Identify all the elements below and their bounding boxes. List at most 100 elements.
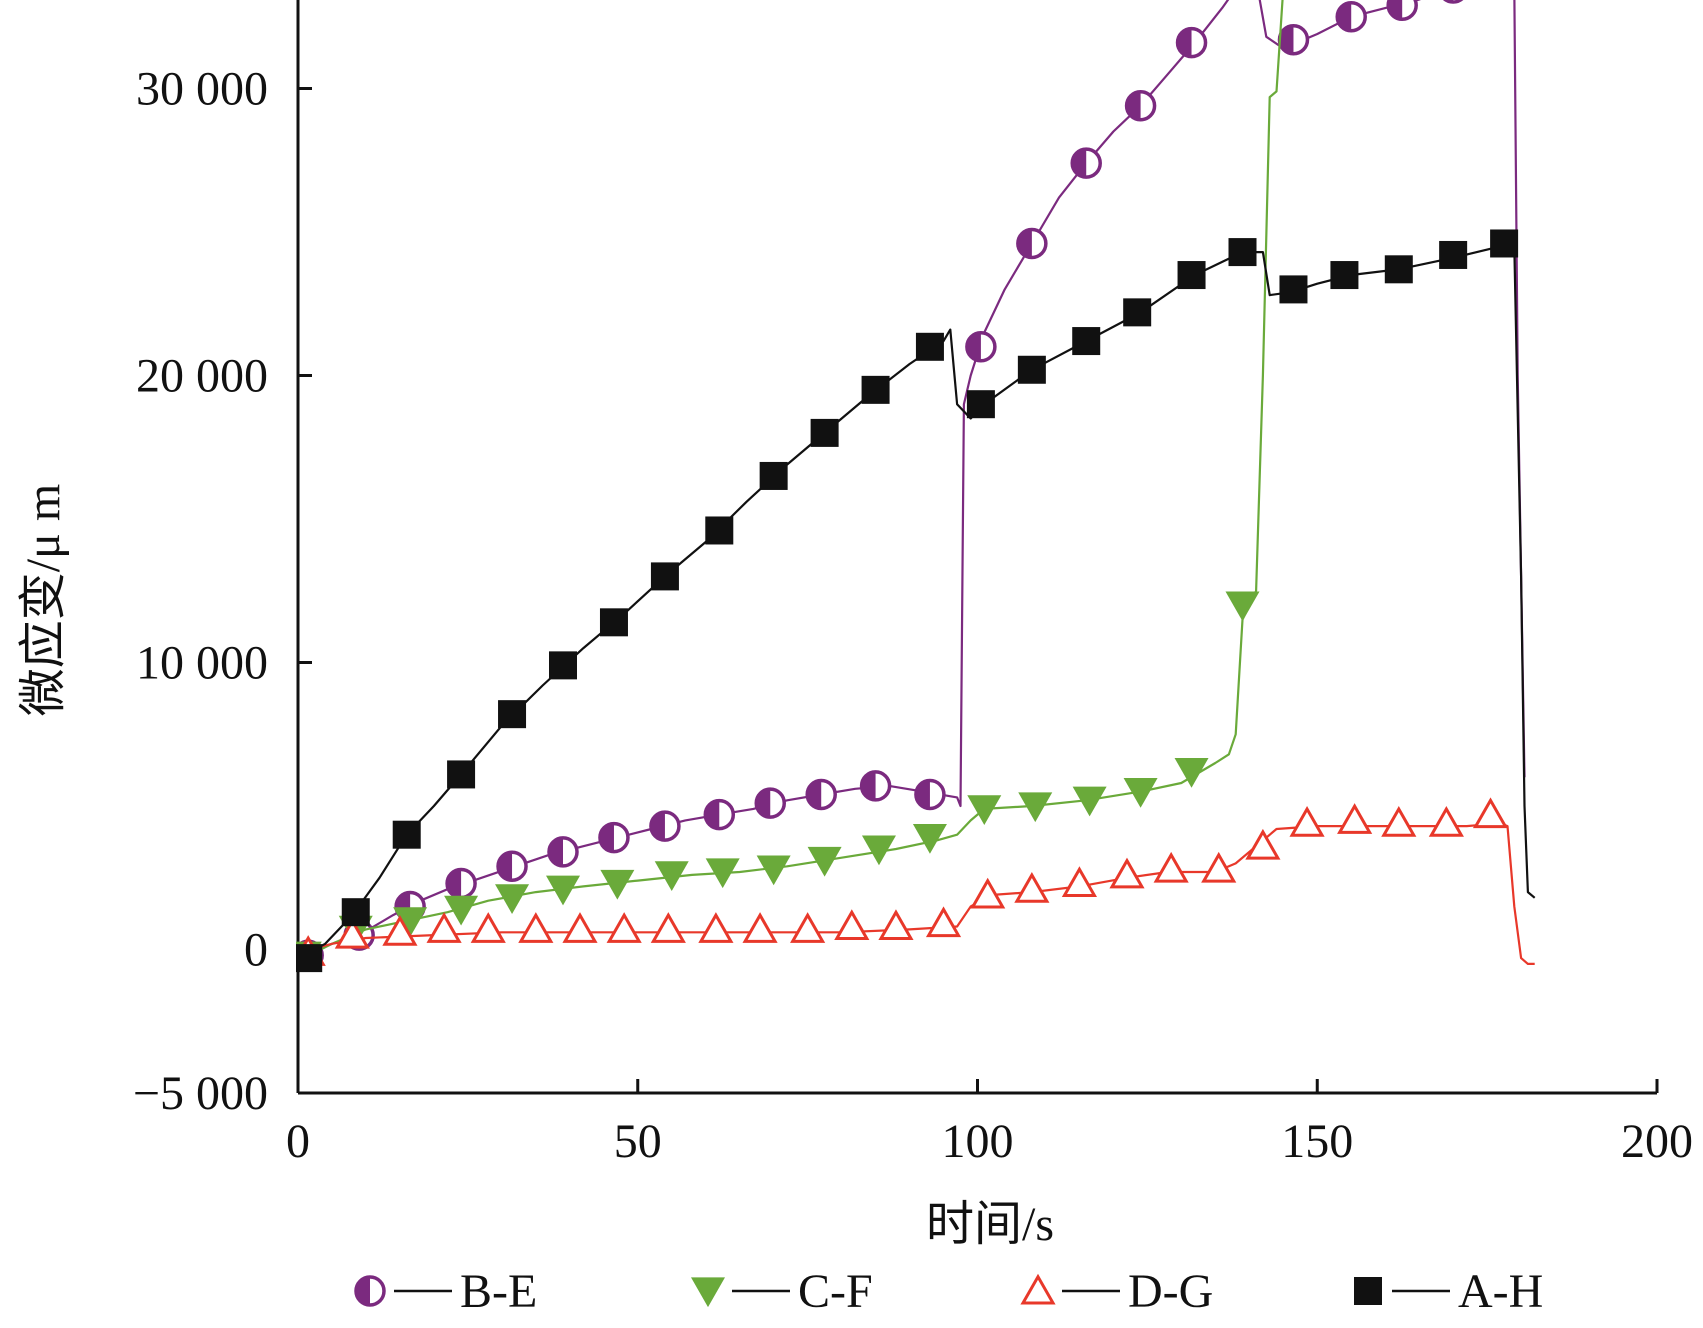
data-point-C-F	[967, 795, 1002, 826]
data-point-B-E	[1277, 23, 1310, 56]
data-point-B-E	[859, 770, 892, 802]
data-point-B-E	[1335, 1, 1367, 33]
data-point-D-G	[1245, 828, 1281, 860]
x-tick-label: 100	[942, 1115, 1014, 1168]
data-point-A-H	[705, 516, 734, 545]
data-point-A-H	[759, 461, 788, 490]
data-point-D-G	[1201, 851, 1237, 883]
x-axis-title: 时间/s	[926, 1198, 1054, 1251]
data-point-D-G	[650, 912, 686, 943]
data-point-A-H	[861, 375, 890, 404]
data-point-A-H	[1279, 275, 1308, 304]
data-point-B-E	[1175, 26, 1208, 59]
data-point-C-F	[807, 846, 842, 877]
data-point-C-F	[705, 858, 740, 889]
data-point-D-G	[790, 912, 826, 943]
data-point-D-G	[878, 909, 914, 941]
y-tick-label: 10 000	[136, 637, 268, 690]
data-point-D-G	[606, 912, 642, 943]
data-point-D-G	[1472, 797, 1509, 829]
data-point-B-E	[496, 850, 528, 883]
data-point-B-E	[914, 778, 946, 811]
data-point-B-E	[1386, 0, 1418, 22]
legend-label: C-F	[798, 1265, 873, 1318]
data-point-D-G	[1381, 805, 1417, 837]
data-point-B-E	[1016, 227, 1048, 260]
data-point-D-G	[925, 906, 962, 938]
legend-marker-C-F	[691, 1277, 725, 1308]
data-point-C-F	[1018, 792, 1053, 823]
series-line-B-E	[297, 0, 1526, 960]
data-point-B-E	[445, 867, 477, 900]
ticks: 0 50 100 150 200 −5 000 0 10 000 20 000 30 000	[133, 63, 1693, 1169]
data-point-B-E	[965, 331, 997, 363]
legend-item-C-F: C-F	[691, 1265, 873, 1318]
data-point-C-F	[393, 907, 428, 937]
data-point-A-H	[1072, 327, 1101, 356]
data-point-C-F	[861, 835, 896, 866]
data-point-C-F	[756, 855, 791, 886]
data-point-B-E	[754, 787, 787, 819]
data-point-A-H	[650, 562, 679, 591]
legend-marker-D-G	[1020, 1273, 1056, 1305]
y-tick-label: 30 000	[136, 63, 268, 116]
axes	[296, 0, 1657, 1095]
data-point-D-G	[382, 915, 418, 946]
legend-label: B-E	[460, 1265, 537, 1318]
series-A-H	[296, 229, 1536, 973]
data-point-D-G	[470, 912, 506, 943]
data-point-C-F	[444, 895, 479, 926]
data-point-A-H	[599, 608, 628, 637]
x-tick-label: 50	[614, 1115, 662, 1168]
data-point-A-H	[447, 760, 476, 789]
y-tick-label: 0	[244, 924, 268, 977]
data-point-A-H	[1228, 238, 1257, 267]
data-point-C-F	[912, 823, 947, 854]
data-point-D-G	[334, 917, 370, 949]
data-point-A-H	[1177, 261, 1206, 290]
data-point-D-G	[1428, 805, 1464, 837]
data-point-B-E	[649, 810, 681, 842]
data-point-D-G	[562, 912, 598, 943]
data-point-C-F	[1072, 786, 1107, 817]
legend-marker-A-H	[1354, 1277, 1382, 1305]
data-point-D-G	[1109, 857, 1145, 889]
data-point-A-H	[549, 651, 578, 680]
data-point-D-G	[698, 912, 734, 943]
data-point-C-F	[600, 869, 635, 900]
data-point-D-G	[426, 912, 462, 943]
data-point-A-H	[1330, 261, 1359, 290]
data-point-C-F	[546, 875, 581, 906]
legend-marker-B-E	[354, 1275, 386, 1307]
data-point-A-H	[966, 390, 995, 419]
legend-label: A-H	[1458, 1265, 1543, 1318]
data-point-D-G	[518, 912, 554, 943]
data-point-C-F	[1174, 757, 1209, 788]
data-point-A-H	[1439, 240, 1468, 269]
x-tick-label: 150	[1281, 1115, 1353, 1168]
data-point-D-G	[834, 909, 870, 941]
data-point-A-H	[1123, 298, 1152, 327]
data-point-A-H	[1490, 229, 1519, 258]
y-tick-label: 20 000	[136, 350, 268, 403]
data-point-C-F	[654, 861, 689, 892]
series-line-C-F	[297, 0, 1284, 962]
data-point-D-G	[742, 912, 778, 943]
data-point-A-H	[341, 898, 370, 927]
series-D-G	[296, 797, 1535, 966]
data-point-C-F	[1123, 778, 1158, 808]
data-point-D-G	[1289, 805, 1325, 837]
data-point-D-G	[970, 877, 1006, 909]
data-point-B-E	[703, 798, 736, 831]
data-point-B-E	[1070, 147, 1102, 179]
y-tick-label: −5 000	[133, 1067, 268, 1120]
x-tick-label: 0	[286, 1115, 310, 1168]
data-point-A-H	[296, 944, 323, 973]
data-point-D-G	[1337, 803, 1373, 834]
series-layer	[296, 0, 1536, 973]
data-point-D-G	[1014, 871, 1050, 903]
data-point-A-H	[810, 418, 839, 447]
legend: B-E C-F D-G A-H	[354, 1265, 1543, 1318]
series-C-F	[296, 0, 1284, 972]
